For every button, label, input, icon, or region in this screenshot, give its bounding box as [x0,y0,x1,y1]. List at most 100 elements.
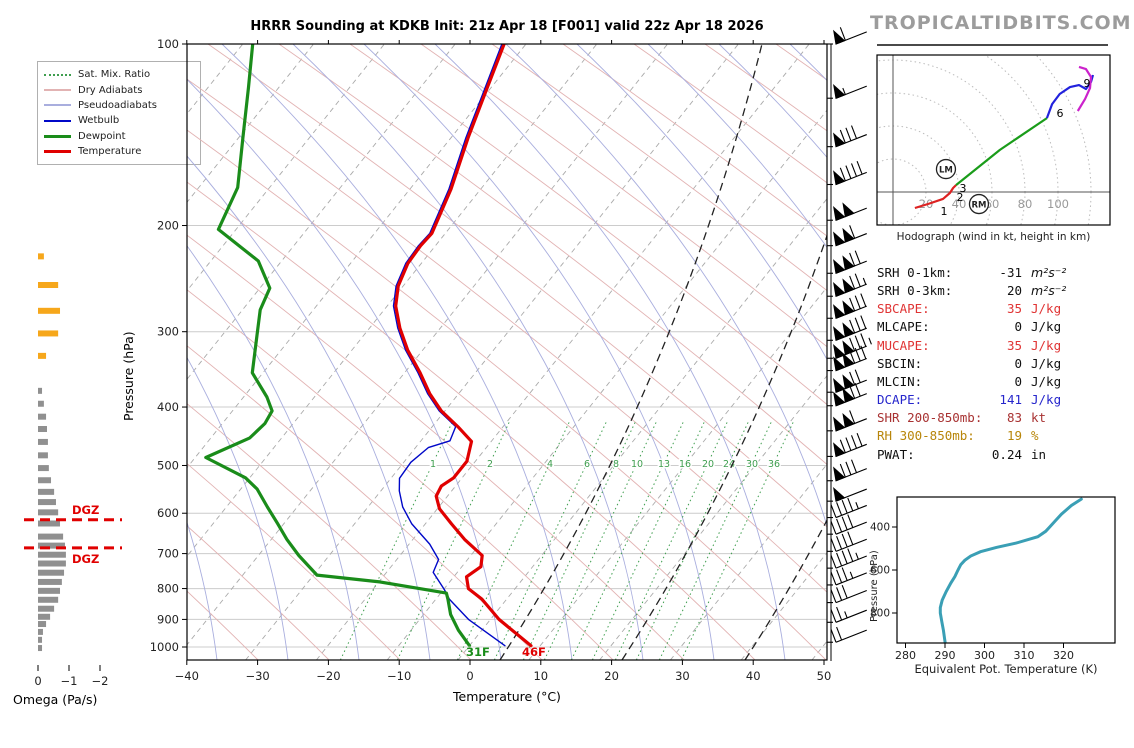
svg-text:290: 290 [935,649,956,662]
svg-text:10: 10 [631,459,643,470]
stat-label: DCAPE: [877,392,923,408]
svg-text:20: 20 [702,459,714,470]
stat-unit: kt [1031,410,1047,426]
svg-text:6: 6 [1056,107,1063,120]
svg-text:700: 700 [157,547,179,561]
stat-row: PWAT: 0.24 in [877,446,1083,464]
stat-row: SBCIN: 0 J/kg [877,355,1083,373]
stat-row: MUCAPE: 35 J/kg [877,337,1083,355]
legend-swatch-dewpoint [44,134,71,138]
svg-text:400: 400 [157,400,179,414]
legend-swatch-pseudoadiabats [44,104,71,107]
svg-text:−30: −30 [245,669,269,683]
svg-text:300: 300 [974,649,995,662]
svg-text:500: 500 [157,458,179,472]
stat-unit: J/kg [1031,373,1062,389]
legend-item: Dewpoint [44,129,194,144]
stats-panel: SRH 0-1km: -31 m²s⁻² SRH 0-3km: 20 m²s⁻² SBCAP… [877,264,1083,464]
legend-swatch-sat-mix-ratio [44,73,71,76]
wind-barb [833,125,867,148]
legend-label: Temperature [78,146,142,158]
svg-text:50: 50 [817,669,832,683]
wind-barb [830,606,867,623]
storm-motion-marker [935,158,957,180]
stat-label: PWAT: [877,446,915,462]
svg-text:20: 20 [604,669,619,683]
dgz-label-lower: DGZ [72,552,100,566]
wind-barb [833,486,867,502]
stat-row: SRH 0-3km: 20 m²s⁻² [877,282,1083,300]
pressure-axis-label: Pressure (hPa) [121,331,136,421]
wind-barb [830,497,867,519]
svg-text:36: 36 [768,459,780,470]
theta-e-chart [938,497,1083,643]
svg-text:13: 13 [658,459,670,470]
theta-e-curve [938,497,1083,643]
wind-barb [830,514,867,535]
svg-text:100: 100 [157,37,179,51]
stat-label: SBCIN: [877,355,923,371]
wind-barb [833,315,867,342]
wind-barb [833,84,867,99]
wetbulb-curve [392,44,506,647]
svg-text:2: 2 [487,459,493,470]
svg-text:−20: −20 [316,669,340,683]
surface-dewpoint-label: 31F [466,645,490,659]
svg-text:0: 0 [466,669,473,683]
svg-text:−10: −10 [387,669,411,683]
page-title: HRRR Sounding at KDKB Init: 21z Apr 18 [… [250,19,764,34]
svg-text:300: 300 [157,325,179,339]
svg-text:900: 900 [157,612,179,626]
theta-e-pressure-axis-label: Pressure (hPa) [869,550,880,622]
surface-temperature-label: 46F [522,645,546,659]
wind-barb [833,333,872,360]
svg-text:9: 9 [1084,77,1091,90]
svg-text:6: 6 [584,459,590,470]
stat-row: MLCAPE: 0 J/kg [877,318,1083,336]
legend-label: Sat. Mix. Ratio [78,69,151,81]
hodograph-trace-3-6 km [955,117,1048,186]
stat-value: 83 [1006,410,1022,426]
stat-value: 35 [1006,337,1022,353]
svg-text:200: 200 [157,219,179,233]
wind-barb [830,531,867,552]
svg-text:40: 40 [952,197,967,211]
svg-text:800: 800 [157,582,179,596]
wind-barb [833,225,867,247]
svg-text:24: 24 [723,459,735,470]
legend-label: Wetbulb [78,115,120,127]
stat-row: MLCIN: 0 J/kg [877,373,1083,391]
temperature-axis-label: Temperature (°C) [453,689,561,704]
svg-text:1: 1 [430,459,436,470]
svg-text:1000: 1000 [150,640,179,654]
svg-text:310: 310 [1014,649,1035,662]
stat-unit: J/kg [1031,392,1062,408]
svg-text:30: 30 [746,459,758,470]
legend-swatch-dry-adiabats [44,89,71,92]
stat-unit: J/kg [1031,337,1062,353]
stat-unit: in [1031,446,1047,462]
svg-text:16: 16 [679,459,691,470]
svg-text:600: 600 [870,565,890,577]
stat-row: SBCAPE: 35 J/kg [877,300,1083,318]
legend-item: Wetbulb [44,113,194,128]
legend-label: Pseudoadiabats [78,99,158,111]
svg-text:40: 40 [746,669,761,683]
stat-unit: m²s⁻² [1031,265,1067,280]
svg-text:8: 8 [613,459,619,470]
wind-barb [833,345,867,372]
stat-value: 0 [1014,319,1022,335]
legend-label: Dry Adiabats [78,84,143,96]
hodograph-trace-0-3 km [914,184,957,210]
stat-label: MLCIN: [877,373,923,389]
svg-text:320: 320 [1053,649,1074,662]
tropicaltidbits-logo: TROPICALTIDBITS.COM [870,12,1132,34]
stat-value: 0.24 [991,446,1022,462]
stat-value: 141 [999,392,1022,408]
svg-text:280: 280 [895,649,916,662]
wind-barb [833,369,867,393]
stat-value: 19 [1006,428,1022,444]
stat-value: -31 [999,265,1022,280]
